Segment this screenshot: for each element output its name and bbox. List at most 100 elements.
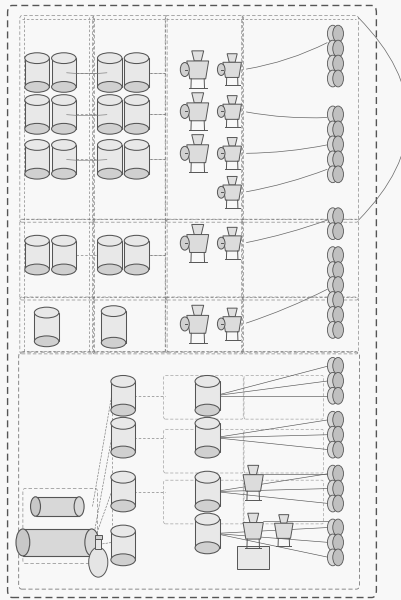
Circle shape xyxy=(326,208,337,224)
Circle shape xyxy=(326,55,337,72)
Circle shape xyxy=(332,388,342,404)
Ellipse shape xyxy=(16,529,30,556)
Circle shape xyxy=(326,534,337,551)
Ellipse shape xyxy=(30,497,41,516)
Ellipse shape xyxy=(124,95,148,106)
Polygon shape xyxy=(222,236,241,251)
Polygon shape xyxy=(243,523,263,539)
Ellipse shape xyxy=(97,95,122,106)
Bar xyxy=(124,100,148,129)
Bar xyxy=(23,529,91,556)
Circle shape xyxy=(332,25,342,42)
Polygon shape xyxy=(247,513,258,523)
Ellipse shape xyxy=(111,376,135,388)
Bar xyxy=(95,535,101,539)
Bar xyxy=(25,241,49,269)
Ellipse shape xyxy=(25,264,49,275)
Bar xyxy=(111,424,135,452)
Polygon shape xyxy=(186,316,208,333)
Circle shape xyxy=(332,495,342,512)
Circle shape xyxy=(332,121,342,138)
Ellipse shape xyxy=(124,235,148,246)
Circle shape xyxy=(332,427,342,443)
Circle shape xyxy=(217,187,225,198)
Circle shape xyxy=(326,151,337,168)
Circle shape xyxy=(326,388,337,404)
Ellipse shape xyxy=(25,95,49,106)
Bar xyxy=(124,58,148,87)
Polygon shape xyxy=(227,95,237,104)
Ellipse shape xyxy=(124,264,148,275)
Ellipse shape xyxy=(74,497,84,516)
Circle shape xyxy=(332,549,342,566)
Ellipse shape xyxy=(25,124,49,134)
Ellipse shape xyxy=(51,264,76,275)
Polygon shape xyxy=(227,227,237,236)
Ellipse shape xyxy=(111,418,135,429)
Ellipse shape xyxy=(101,306,126,317)
Circle shape xyxy=(326,40,337,57)
Bar xyxy=(51,58,76,87)
Polygon shape xyxy=(278,515,288,523)
Circle shape xyxy=(326,412,337,428)
Ellipse shape xyxy=(25,53,49,64)
Polygon shape xyxy=(191,93,203,103)
Circle shape xyxy=(332,55,342,72)
Circle shape xyxy=(332,40,342,57)
Circle shape xyxy=(326,480,337,497)
Ellipse shape xyxy=(111,554,135,566)
Circle shape xyxy=(326,25,337,42)
Polygon shape xyxy=(186,145,208,163)
Ellipse shape xyxy=(25,169,49,179)
Ellipse shape xyxy=(25,140,49,151)
Circle shape xyxy=(326,307,337,323)
Ellipse shape xyxy=(124,82,148,92)
Bar xyxy=(51,145,76,173)
Ellipse shape xyxy=(25,235,49,246)
Polygon shape xyxy=(186,61,208,79)
Ellipse shape xyxy=(25,82,49,92)
Bar xyxy=(34,313,59,341)
Ellipse shape xyxy=(101,337,126,348)
Polygon shape xyxy=(222,317,241,332)
Circle shape xyxy=(326,136,337,153)
Bar xyxy=(97,100,122,129)
Polygon shape xyxy=(191,224,203,235)
Circle shape xyxy=(332,247,342,263)
Circle shape xyxy=(326,223,337,239)
Ellipse shape xyxy=(124,53,148,64)
Bar xyxy=(194,382,219,410)
Bar xyxy=(97,241,122,269)
Bar xyxy=(51,241,76,269)
Circle shape xyxy=(180,146,189,160)
Ellipse shape xyxy=(111,404,135,416)
Bar xyxy=(124,145,148,173)
Ellipse shape xyxy=(194,404,219,416)
Circle shape xyxy=(332,534,342,551)
Bar xyxy=(35,497,79,516)
Circle shape xyxy=(332,322,342,338)
Ellipse shape xyxy=(51,124,76,134)
Ellipse shape xyxy=(111,500,135,512)
Circle shape xyxy=(332,465,342,482)
Ellipse shape xyxy=(51,95,76,106)
Ellipse shape xyxy=(85,529,98,556)
Circle shape xyxy=(332,262,342,278)
Circle shape xyxy=(332,373,342,389)
Circle shape xyxy=(326,166,337,182)
Bar xyxy=(97,58,122,87)
Ellipse shape xyxy=(194,376,219,388)
Polygon shape xyxy=(227,54,237,62)
Circle shape xyxy=(326,465,337,482)
Circle shape xyxy=(326,549,337,566)
Circle shape xyxy=(332,223,342,239)
Circle shape xyxy=(332,151,342,168)
Ellipse shape xyxy=(51,53,76,64)
Circle shape xyxy=(332,70,342,87)
Ellipse shape xyxy=(97,53,122,64)
Circle shape xyxy=(217,148,225,159)
Ellipse shape xyxy=(97,140,122,151)
Circle shape xyxy=(326,106,337,123)
Circle shape xyxy=(332,292,342,308)
Bar xyxy=(111,477,135,506)
